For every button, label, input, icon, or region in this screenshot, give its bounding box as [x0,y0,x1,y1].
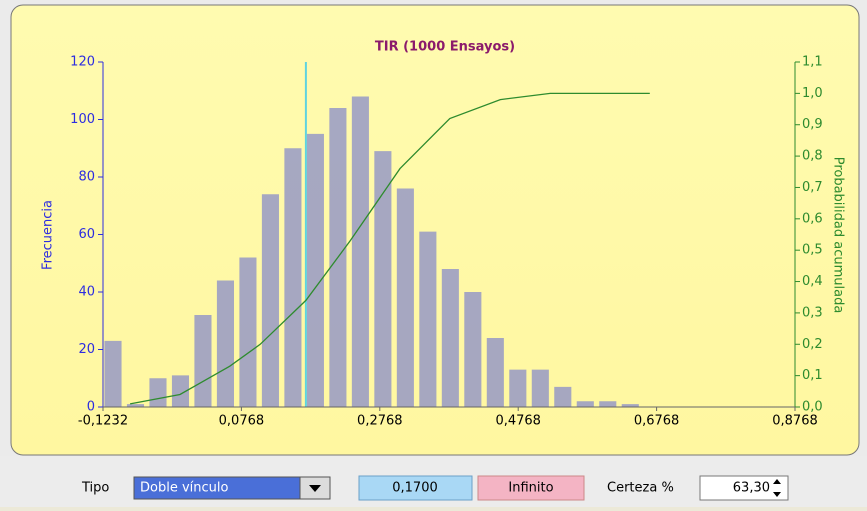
bar [261,194,279,407]
y2-tick-label: 0,2 [802,337,823,352]
bar [149,378,167,407]
bar [396,188,414,407]
lower-field[interactable] [358,475,473,501]
y2-tick-label: 0,4 [802,274,823,289]
bar [441,269,459,407]
x-tick-label: 0,2768 [357,414,403,429]
y2-tick-label: 0,0 [802,400,823,415]
bar [576,401,594,407]
bar [351,96,369,407]
y2-tick-label: 0,3 [802,305,823,320]
spinner[interactable] [773,479,781,497]
y-tick-label: 80 [78,170,95,185]
bar [306,133,324,407]
tipo-value[interactable]: Doble vínculo [140,481,229,496]
x-tick-label: 0,6768 [634,414,680,429]
bar [509,369,527,407]
y-axis-label: Frecuencia [41,200,56,270]
y-tick-label: 100 [70,112,95,127]
bar [464,292,482,407]
y2-tick-label: 0,9 [802,117,823,132]
bar [171,375,190,407]
plot: 0 20 40 60 80 100 120 0,0 0,1 0,2 0,3 0,4 0,5 0,6 0,7 0… [70,55,823,429]
dropdown-arrow [309,485,321,492]
bar [194,315,212,407]
bar [126,404,145,407]
bar [104,340,122,407]
y2-tick-label: 0,5 [802,243,823,258]
y-tick-label: 0 [87,400,95,415]
cumulative-line [129,92,650,405]
y-tick-label: 20 [78,342,95,357]
upper-field[interactable] [477,475,585,501]
bar [374,151,392,407]
y2-tick-label: 0,7 [802,180,823,195]
upper-value[interactable]: Infinito [508,481,553,496]
x-tick-label: -0,1232 [78,414,128,429]
y-tick-label: 60 [78,227,95,242]
x-tick-label: 0,0768 [219,414,265,429]
bar [486,338,504,407]
certeza-field[interactable] [699,475,789,501]
certeza-value[interactable]: 63,30 [733,481,770,496]
certeza-label: Certeza % [607,481,674,496]
bar [216,280,234,407]
y-tick-label: 120 [70,55,95,70]
x-tick-label: 0,4768 [495,414,541,429]
y2-tick-label: 0,6 [802,211,823,226]
y2-axis-label: Probabilidad acumulada [831,157,846,314]
chart-title: TIR (1000 Ensayos) [375,40,515,55]
tipo-label: Tipo [81,481,109,496]
y2-tick-label: 1,1 [802,55,823,70]
y2-tick-label: 1,0 [802,86,823,101]
y2-tick-label: 0,8 [802,149,823,164]
bar [239,257,257,407]
bar [284,148,302,407]
x-tick-label: 0,8768 [772,414,818,429]
bar [599,401,617,407]
bar [554,386,572,407]
lower-value[interactable]: 0,1700 [392,481,438,496]
y-tick-label: 40 [78,285,95,300]
bar [621,404,639,407]
bar [419,231,437,407]
y2-tick-label: 0,1 [802,368,823,383]
bar [531,369,549,407]
